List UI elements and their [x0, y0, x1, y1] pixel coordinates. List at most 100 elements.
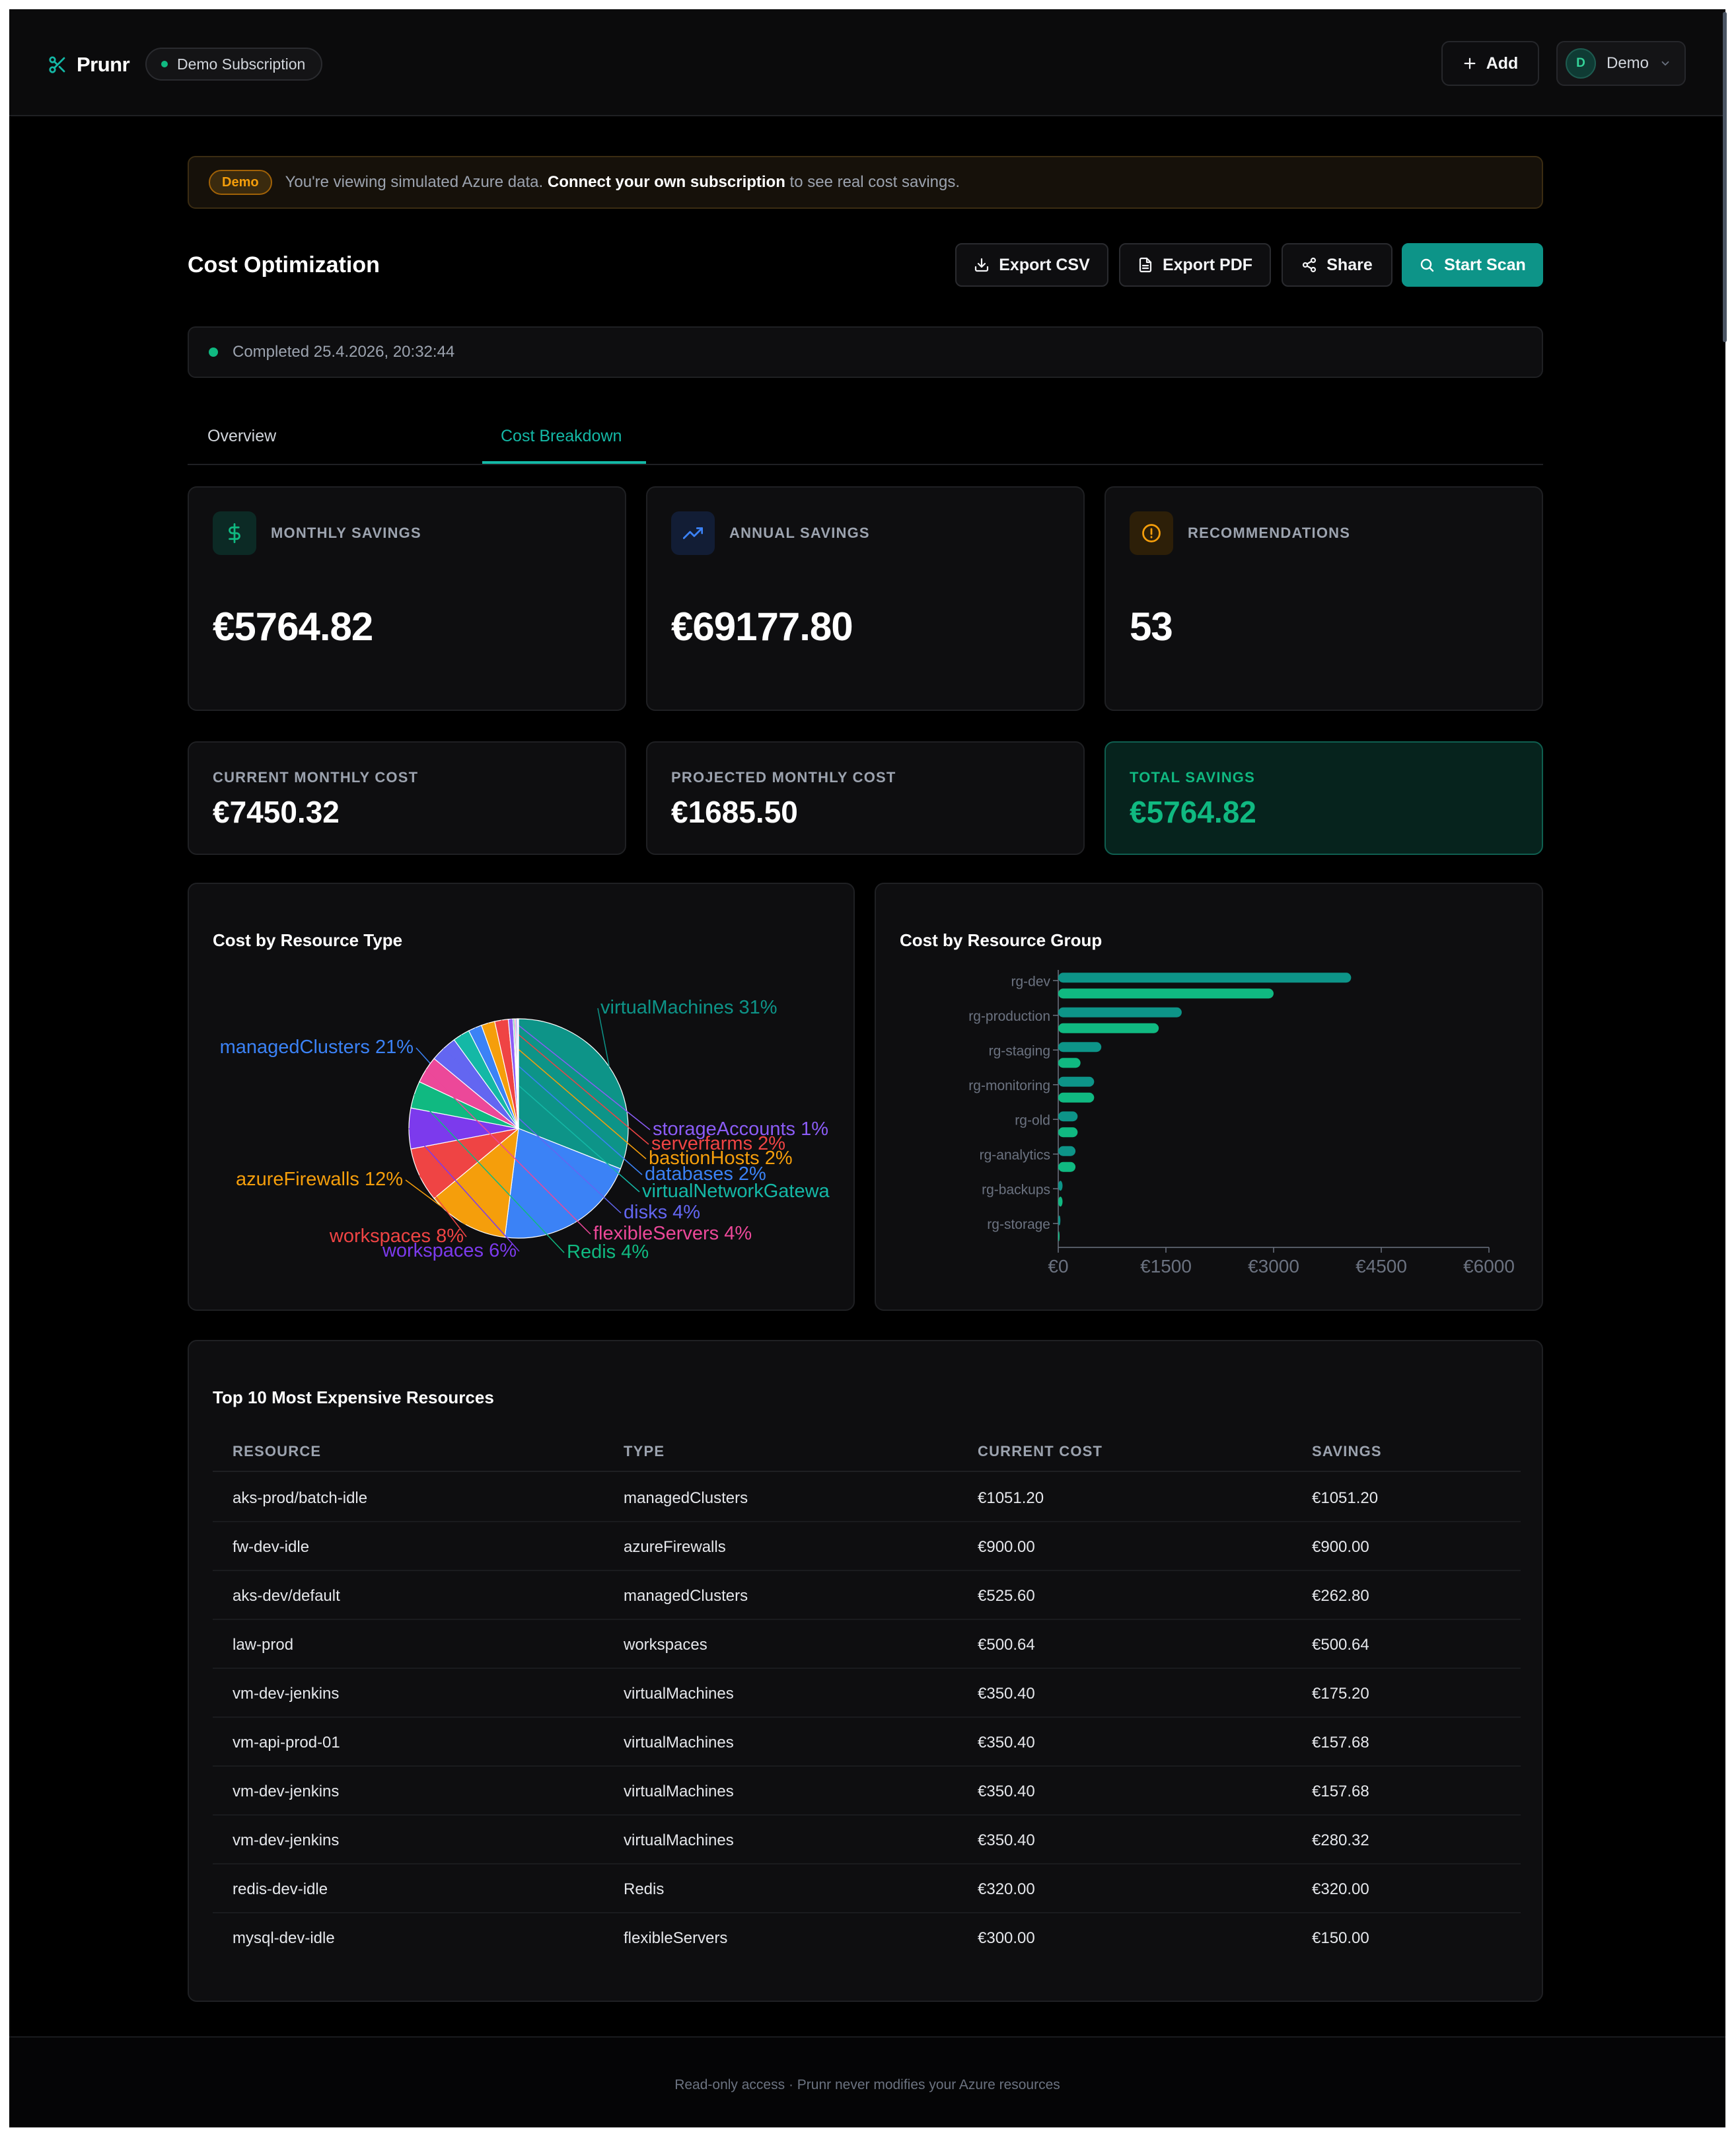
savings-cell: €900.00 — [1312, 1538, 1369, 1556]
y-tick-label: rg-monitoring — [968, 1078, 1050, 1093]
table-row[interactable]: aks-dev/default managedClusters €525.60 €26… — [213, 1571, 1521, 1620]
resource-name-cell: vm-dev-jenkins — [233, 1831, 340, 1849]
search-icon — [1420, 258, 1434, 272]
subscription-name: Demo Subscription — [177, 55, 306, 73]
resource-type-cell: flexibleServers — [624, 1929, 728, 1947]
chart-title: Cost by Resource Type — [213, 930, 403, 950]
kpi-label: ANNUAL SAVINGS — [729, 525, 870, 541]
subscription-selector[interactable]: Demo Subscription — [145, 48, 323, 81]
bar[interactable] — [1058, 1161, 1076, 1172]
pie-label-line — [443, 1048, 622, 1214]
pie-label: flexibleServers 4% — [593, 1223, 752, 1244]
bar[interactable] — [1058, 1215, 1061, 1226]
table-row[interactable]: vm-dev-jenkins virtualMachines €350.40 €280… — [213, 1816, 1521, 1864]
table-row[interactable]: fw-dev-idle azureFirewalls €900.00 €900.00 — [213, 1522, 1521, 1571]
current-cost-cell: €300.00 — [978, 1929, 1035, 1947]
kpi-card-annual-savings: ANNUAL SAVINGS €69177.80 — [646, 486, 1085, 711]
pie-label: disks 4% — [624, 1202, 700, 1223]
bar[interactable] — [1058, 1023, 1159, 1033]
connect-subscription-link[interactable]: Connect your own subscription — [547, 173, 785, 191]
kpi-label: RECOMMENDATIONS — [1188, 525, 1351, 541]
bar[interactable] — [1058, 1181, 1063, 1191]
share-button[interactable]: Share — [1282, 243, 1392, 287]
bar[interactable] — [1058, 988, 1274, 999]
brand[interactable]: Prunr — [48, 53, 130, 77]
bar[interactable] — [1058, 1076, 1095, 1087]
resource-name-cell: vm-dev-jenkins — [233, 1685, 340, 1703]
table-row[interactable]: mysql-dev-idle flexibleServers €300.00 €150… — [213, 1913, 1521, 1962]
resource-type-cell: virtualMachines — [624, 1783, 734, 1800]
table-title: Top 10 Most Expensive Resources — [213, 1387, 494, 1407]
y-tick-label: rg-old — [1015, 1113, 1050, 1128]
user-name: Demo — [1607, 54, 1649, 72]
table-row[interactable]: aks-prod/batch-idle managedClusters €1051.… — [213, 1473, 1521, 1522]
pie-label: serverfarms 2% — [651, 1133, 785, 1154]
export-csv-button[interactable]: Export CSV — [955, 243, 1108, 287]
bar[interactable] — [1058, 1042, 1102, 1052]
export-pdf-button[interactable]: Export PDF — [1119, 243, 1271, 287]
bar[interactable] — [1058, 1197, 1063, 1207]
pie-label: virtualMachines 31% — [600, 997, 778, 1018]
demo-banner: Demo You're viewing simulated Azure data… — [188, 156, 1543, 209]
file-text-icon — [1139, 257, 1152, 273]
resource-type-cell: managedClusters — [624, 1489, 748, 1507]
table-row[interactable]: vm-dev-jenkins virtualMachines €350.40 €157… — [213, 1767, 1521, 1816]
current-cost-cell: €525.60 — [978, 1587, 1035, 1605]
user-menu[interactable]: D Demo — [1556, 41, 1686, 86]
pie-label-line — [405, 1179, 466, 1226]
pie-slice[interactable] — [518, 1018, 629, 1169]
table-row[interactable]: law-prod workspaces €500.64 €500.64 — [213, 1620, 1521, 1669]
footer: Read-only access · Prunr never modifies … — [9, 2036, 1725, 2127]
bar[interactable] — [1058, 973, 1352, 983]
pie-slice[interactable] — [517, 1018, 519, 1129]
summary-label: TOTAL SAVINGS — [1130, 769, 1255, 786]
resource-type-cell: azureFirewalls — [624, 1538, 726, 1556]
chart-card-resource-group: Cost by Resource Group rg-dev rg-producti… — [875, 883, 1543, 1311]
pie-label-line — [597, 1008, 610, 1067]
bar[interactable] — [1058, 1092, 1095, 1103]
scan-status: Completed 25.4.2026, 20:32:44 — [188, 326, 1543, 378]
savings-cell: €150.00 — [1312, 1929, 1369, 1947]
add-button[interactable]: Add — [1441, 41, 1539, 86]
avatar: D — [1566, 48, 1596, 79]
tab-overview[interactable]: Overview — [207, 427, 277, 445]
kpi-value: €69177.80 — [671, 605, 853, 649]
bar[interactable] — [1058, 1111, 1078, 1122]
kpi-icon-box — [671, 511, 715, 555]
summary-label: PROJECTED MONTHLY COST — [671, 769, 896, 786]
table-row[interactable]: vm-api-prod-01 virtualMachines €350.40 €157… — [213, 1718, 1521, 1767]
banner-text-suffix: to see real cost savings. — [789, 173, 960, 191]
kpi-card-recommendations: RECOMMENDATIONS 53 — [1104, 486, 1543, 711]
scrollbar[interactable] — [1723, 12, 1727, 342]
bar[interactable] — [1058, 1231, 1060, 1241]
summary-value: €1685.50 — [671, 795, 798, 829]
x-tick-label: €4500 — [1356, 1256, 1407, 1276]
tab-cost-breakdown[interactable]: Cost Breakdown — [501, 427, 622, 445]
bar[interactable] — [1058, 1007, 1182, 1017]
trending-up-icon — [683, 527, 703, 539]
resource-type-cell: virtualMachines — [624, 1831, 734, 1849]
table-row[interactable]: vm-dev-jenkins virtualMachines €350.40 €175… — [213, 1669, 1521, 1718]
y-tick-label: rg-production — [968, 1009, 1050, 1024]
summary-card-current-cost: CURRENT MONTHLY COST €7450.32 — [188, 741, 626, 855]
pie-label-line — [501, 1019, 649, 1145]
export-pdf-label: Export PDF — [1162, 255, 1253, 274]
bar[interactable] — [1058, 1146, 1076, 1156]
savings-cell: €157.68 — [1312, 1783, 1369, 1800]
y-tick-label: rg-analytics — [980, 1148, 1050, 1163]
column-header: TYPE — [624, 1443, 665, 1459]
chart-card-resource-type: Cost by Resource Type virtualMachines 31… — [188, 883, 855, 1311]
summary-label: CURRENT MONTHLY COST — [213, 769, 419, 786]
status-dot — [209, 348, 218, 357]
start-scan-button[interactable]: Start Scan — [1402, 243, 1543, 287]
table-row[interactable]: redis-dev-idle Redis €320.00 €320.00 — [213, 1864, 1521, 1913]
savings-cell: €280.32 — [1312, 1831, 1369, 1849]
bar[interactable] — [1058, 1058, 1081, 1068]
bar[interactable] — [1058, 1127, 1078, 1138]
kpi-icon-box — [1130, 511, 1173, 555]
resource-name-cell: mysql-dev-idle — [233, 1929, 335, 1947]
summary-value: €5764.82 — [1130, 795, 1256, 829]
pie-label: Redis 4% — [567, 1241, 649, 1263]
resource-type-cell: virtualMachines — [624, 1685, 734, 1703]
pie-slice[interactable] — [433, 1127, 519, 1238]
